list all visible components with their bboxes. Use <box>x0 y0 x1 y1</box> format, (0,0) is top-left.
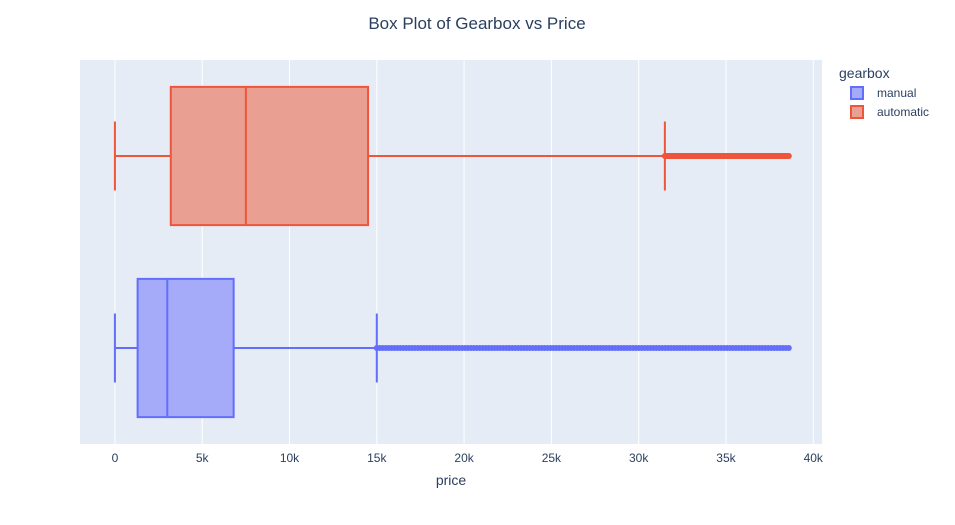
legend-item-manual: manual <box>877 86 916 100</box>
legend-swatch-automatic <box>850 105 864 119</box>
x-axis-label: price <box>436 472 467 488</box>
x-tick-label: 30k <box>629 451 649 465</box>
outlier-points <box>373 345 792 351</box>
x-tick-label: 20k <box>454 451 474 465</box>
outlier-point <box>785 345 792 351</box>
x-tick-label: 35k <box>716 451 736 465</box>
legend: gearbox manual automatic <box>839 65 929 119</box>
x-tick-label: 10k <box>280 451 300 465</box>
box-manual <box>113 277 792 419</box>
x-axis-ticks: 0 5k 10k 15k 20k 25k 30k 35k 40k <box>112 451 824 465</box>
legend-title: gearbox <box>839 65 890 81</box>
x-tick-label: 5k <box>196 451 210 465</box>
chart-title: Box Plot of Gearbox vs Price <box>368 14 585 33</box>
box-iqr <box>136 277 235 419</box>
x-tick-label: 15k <box>367 451 387 465</box>
outlier-point <box>785 153 792 159</box>
x-tick-label: 0 <box>112 451 119 465</box>
box-automatic <box>113 85 792 227</box>
legend-swatch-manual <box>850 86 864 100</box>
x-tick-label: 25k <box>542 451 562 465</box>
outlier-points <box>661 153 792 159</box>
box-iqr <box>169 85 370 227</box>
box-series <box>113 85 792 419</box>
legend-item-automatic: automatic <box>877 105 929 119</box>
x-tick-label: 40k <box>804 451 824 465</box>
